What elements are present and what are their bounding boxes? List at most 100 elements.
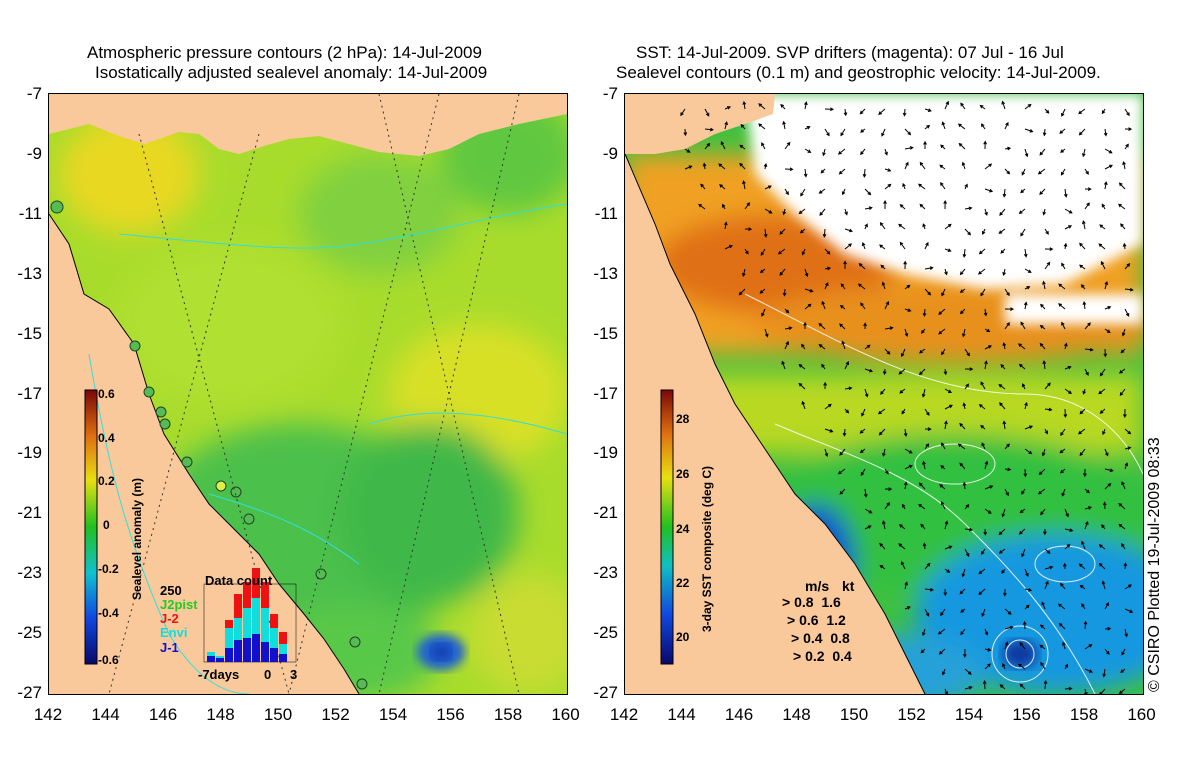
velocity-arrow	[1059, 128, 1066, 134]
velocity-arrow	[822, 228, 827, 238]
velocity-arrow	[1039, 325, 1046, 330]
velocity-arrow	[824, 248, 831, 255]
velocity-arrow	[718, 163, 726, 170]
velocity-arrow	[1020, 228, 1026, 237]
velocity-arrow	[904, 308, 912, 312]
velocity-arrow	[944, 248, 952, 252]
sst-colorbar-tick: 20	[676, 630, 690, 644]
velocity-arrow	[964, 668, 972, 675]
velocity-arrow	[763, 162, 768, 170]
velocity-arrow	[1124, 263, 1131, 270]
velocity-arrow	[943, 199, 948, 210]
latitude-tick: -19	[593, 443, 618, 463]
latitude-tick: -27	[593, 683, 618, 702]
longitude-tick: 160	[551, 705, 580, 724]
velocity-arrow	[1004, 288, 1010, 297]
velocity-arrow	[918, 503, 926, 510]
velocity-arrow	[1063, 188, 1068, 198]
velocity-arrow	[1101, 108, 1106, 115]
longitude-tick: 144	[667, 705, 696, 724]
velocity-arrow	[804, 268, 809, 278]
velocity-arrow	[798, 363, 806, 370]
velocity-arrow	[901, 503, 906, 510]
velocity-arrow	[1019, 641, 1026, 650]
velocity-arrow	[1060, 168, 1066, 176]
velocity-arrow	[1104, 306, 1112, 310]
velocity-arrow	[1124, 428, 1132, 435]
velocity-arrow	[864, 344, 871, 350]
velocity-arrow	[1002, 188, 1007, 198]
velocity-arrow	[722, 203, 726, 210]
velocity-arrow	[759, 288, 766, 294]
velocity-arrow	[1037, 168, 1046, 175]
velocity-arrow	[984, 485, 994, 490]
velocity-arrow	[1121, 481, 1126, 490]
velocity-arrow	[1099, 224, 1106, 230]
velocity-arrow	[984, 163, 993, 170]
velocity-arrow	[819, 208, 826, 216]
velocity-arrow	[741, 268, 746, 277]
velocity-arrow	[1082, 301, 1087, 310]
velocity-arrow	[784, 340, 789, 350]
latitude-tick: -9	[602, 143, 618, 163]
velocity-arrow	[984, 328, 991, 333]
sst-colorbar-tick: 28	[676, 412, 690, 426]
latitude-tick: -25	[17, 623, 42, 643]
velocity-arrow	[1061, 108, 1066, 117]
velocity-arrow	[1044, 247, 1054, 251]
velocity-arrow	[904, 464, 913, 470]
velocity-arrow	[964, 228, 972, 236]
velocity-arrow	[924, 408, 930, 416]
velocity-arrow	[1084, 202, 1090, 210]
velocity-arrow	[799, 228, 806, 234]
velocity-arrow	[820, 168, 826, 174]
velocity-arrow	[1099, 408, 1106, 414]
velocity-arrow	[1122, 160, 1126, 170]
velocity-arrow	[1124, 628, 1129, 638]
velocity-arrow	[978, 588, 986, 596]
velocity-arrow	[1060, 428, 1066, 437]
velocity-arrow	[899, 388, 906, 394]
velocity-arrow	[1079, 408, 1086, 415]
velocity-arrow	[781, 360, 786, 370]
velocity-arrow	[921, 628, 926, 637]
velocity-arrow	[1098, 562, 1106, 570]
data-count-bar	[243, 638, 251, 662]
velocity-arrow	[984, 460, 989, 470]
velocity-arrow	[924, 266, 934, 270]
velocity-arrow	[878, 108, 886, 115]
velocity-arrow	[1124, 462, 1129, 470]
velocity-arrow	[841, 340, 846, 350]
velocity-arrow	[1044, 548, 1051, 554]
velocity-arrow	[823, 381, 827, 390]
velocity-arrow	[884, 348, 891, 355]
velocity-arrow	[1084, 644, 1093, 650]
data-count-x-end: 3	[290, 667, 298, 682]
velocity-arrow	[1042, 280, 1046, 290]
velocity-arrow	[1124, 108, 1130, 117]
velocity-arrow	[1084, 347, 1094, 352]
velocity-arrow	[759, 268, 766, 274]
velocity-arrow	[863, 322, 867, 330]
velocity-arrow	[1122, 242, 1127, 250]
longitude-tick: 148	[206, 705, 235, 724]
velocity-arrow	[1081, 540, 1086, 550]
velocity-arrow	[923, 140, 927, 150]
data-count-bar	[225, 620, 233, 628]
velocity-legend-row: > 0.6 1.2	[787, 612, 846, 628]
velocity-arrow	[1104, 328, 1111, 334]
velocity-arrow	[1120, 348, 1126, 354]
velocity-arrow	[782, 288, 787, 297]
velocity-ms: 0.2	[805, 648, 825, 664]
velocity-arrow	[800, 188, 806, 197]
velocity-arrow	[1019, 508, 1026, 514]
velocity-arrow	[761, 308, 766, 317]
velocity-arrow	[1004, 608, 1012, 615]
velocity-arrow	[1064, 528, 1074, 533]
velocity-arrow	[959, 308, 966, 315]
velocity-arrow	[683, 128, 688, 137]
velocity-arrow	[864, 206, 873, 210]
velocity-arrow	[704, 142, 711, 150]
velocity-ms: 0.6	[799, 612, 819, 628]
velocity-arrow	[943, 368, 948, 376]
